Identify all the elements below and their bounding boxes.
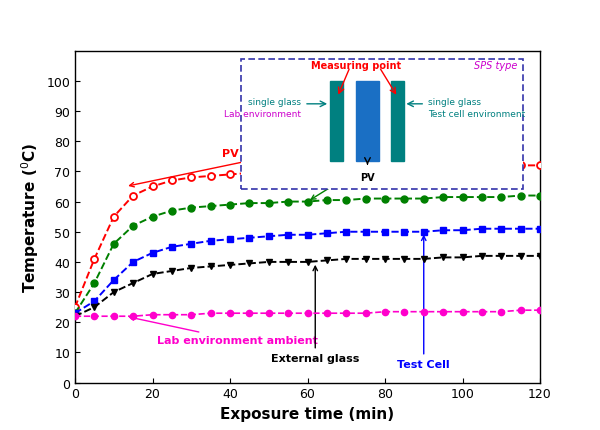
Text: Lab environment ambient: Lab environment ambient <box>130 316 318 346</box>
Text: Lab environment: Lab environment <box>224 109 301 118</box>
Text: External glass: External glass <box>271 267 359 364</box>
Text: single glass: single glass <box>248 98 301 106</box>
Text: Internal glass: Internal glass <box>311 161 409 200</box>
Text: Measuring point: Measuring point <box>311 61 401 71</box>
Text: PV cell temperature: PV cell temperature <box>130 149 347 187</box>
Y-axis label: Temperature ($^0$C): Temperature ($^0$C) <box>19 142 41 292</box>
Bar <box>330 82 343 162</box>
Text: Test Cell: Test Cell <box>397 237 450 370</box>
Text: SPS type: SPS type <box>474 61 517 71</box>
Text: single glass: single glass <box>428 98 481 106</box>
FancyBboxPatch shape <box>241 59 523 189</box>
Text: Test cell environment: Test cell environment <box>428 109 525 118</box>
Bar <box>391 82 404 162</box>
Bar <box>356 82 379 162</box>
Text: PV: PV <box>360 172 375 182</box>
X-axis label: Exposure time (min): Exposure time (min) <box>220 406 395 421</box>
